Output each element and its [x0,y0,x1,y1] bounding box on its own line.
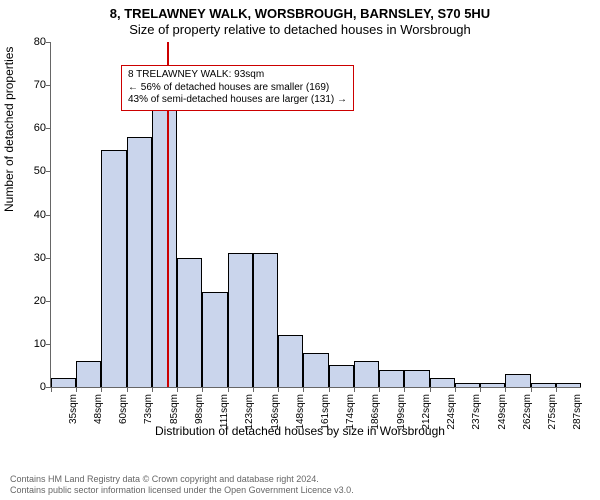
annotation-line2: ← 56% of detached houses are smaller (16… [128,82,347,95]
y-tick-label: 50 [16,165,46,177]
y-tick-label: 40 [16,209,46,221]
y-tick-mark [46,258,51,259]
y-tick-label: 10 [16,338,46,350]
y-tick-mark [46,42,51,43]
x-axis-label: Distribution of detached houses by size … [0,424,600,438]
footer-line1: Contains HM Land Registry data © Crown c… [10,474,590,485]
annotation-box: 8 TRELAWNEY WALK: 93sqm ← 56% of detache… [121,65,354,111]
x-tick-mark [430,387,431,392]
x-tick-mark [152,387,153,392]
y-tick-label: 60 [16,122,46,134]
footer-attribution: Contains HM Land Registry data © Crown c… [10,474,590,496]
y-axis-label: Number of detached properties [2,47,16,212]
x-tick-label: 287sqm [572,358,583,394]
x-tick-mark [455,387,456,392]
x-tick-mark [76,387,77,392]
annotation-line1: 8 TRELAWNEY WALK: 93sqm [128,69,347,82]
x-tick-mark [51,387,52,392]
y-tick-label: 30 [16,252,46,264]
y-tick-mark [46,301,51,302]
y-tick-mark [46,171,51,172]
x-tick-mark [531,387,532,392]
y-tick-label: 80 [16,36,46,48]
x-tick-mark [177,387,178,392]
y-tick-label: 0 [16,381,46,393]
y-tick-label: 20 [16,295,46,307]
annotation-line3: 43% of semi-detached houses are larger (… [128,94,347,107]
x-tick-mark [101,387,102,392]
title-block: 8, TRELAWNEY WALK, WORSBROUGH, BARNSLEY,… [0,0,600,37]
x-tick-mark [329,387,330,392]
x-tick-mark [505,387,506,392]
histogram-bar [101,150,126,387]
x-tick-mark [127,387,128,392]
title-subtitle: Size of property relative to detached ho… [0,22,600,37]
x-tick-mark [556,387,557,392]
y-tick-mark [46,128,51,129]
x-tick-mark [228,387,229,392]
x-tick-mark [480,387,481,392]
x-tick-mark [278,387,279,392]
x-tick-mark [404,387,405,392]
x-tick-mark [379,387,380,392]
histogram-bar [127,137,152,387]
title-address: 8, TRELAWNEY WALK, WORSBROUGH, BARNSLEY,… [0,6,600,21]
y-tick-label: 70 [16,79,46,91]
x-tick-mark [303,387,304,392]
y-tick-mark [46,215,51,216]
y-tick-mark [46,85,51,86]
y-tick-mark [46,344,51,345]
histogram-bar [152,94,177,387]
chart-area: Number of detached properties 0102030405… [0,42,600,442]
plot-region: 0102030405060708035sqm48sqm60sqm73sqm85s… [50,42,581,388]
x-tick-mark [202,387,203,392]
x-tick-mark [354,387,355,392]
x-tick-mark [253,387,254,392]
footer-line2: Contains public sector information licen… [10,485,590,496]
